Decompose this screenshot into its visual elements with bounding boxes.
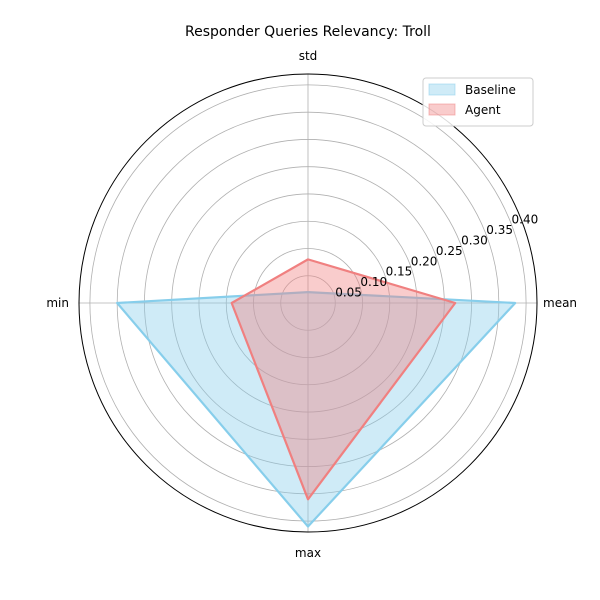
axis-label-std: std — [299, 49, 318, 63]
radial-tick-labels: 0.050.100.150.200.250.300.350.40 — [335, 213, 538, 300]
r-tick-label-5: 0.30 — [461, 233, 488, 247]
r-tick-label-7: 0.40 — [512, 213, 539, 227]
r-tick-label-0: 0.05 — [335, 286, 362, 300]
chart-title: Responder Queries Relevancy: Troll — [185, 24, 431, 40]
r-tick-label-2: 0.15 — [386, 265, 413, 279]
r-tick-label-4: 0.25 — [436, 244, 463, 258]
axis-labels: mean std min max — [46, 49, 577, 560]
axis-label-mean: mean — [543, 296, 577, 310]
r-tick-label-3: 0.20 — [411, 254, 438, 268]
r-tick-label-1: 0.10 — [360, 275, 387, 289]
legend-label-agent: Agent — [465, 103, 501, 117]
series-area-agent — [231, 259, 456, 500]
axis-label-max: max — [295, 546, 321, 560]
axis-label-min: min — [46, 296, 69, 310]
legend-label-baseline: Baseline — [465, 83, 516, 97]
legend-box — [422, 77, 534, 127]
series-area-baseline — [117, 292, 516, 527]
polar-frame — [78, 73, 538, 533]
r-tick-label-6: 0.35 — [486, 223, 513, 237]
series-layer — [116, 258, 517, 528]
legend-swatch-baseline — [428, 83, 456, 96]
legend: Baseline Agent — [422, 77, 534, 127]
legend-swatch-agent — [428, 103, 456, 116]
